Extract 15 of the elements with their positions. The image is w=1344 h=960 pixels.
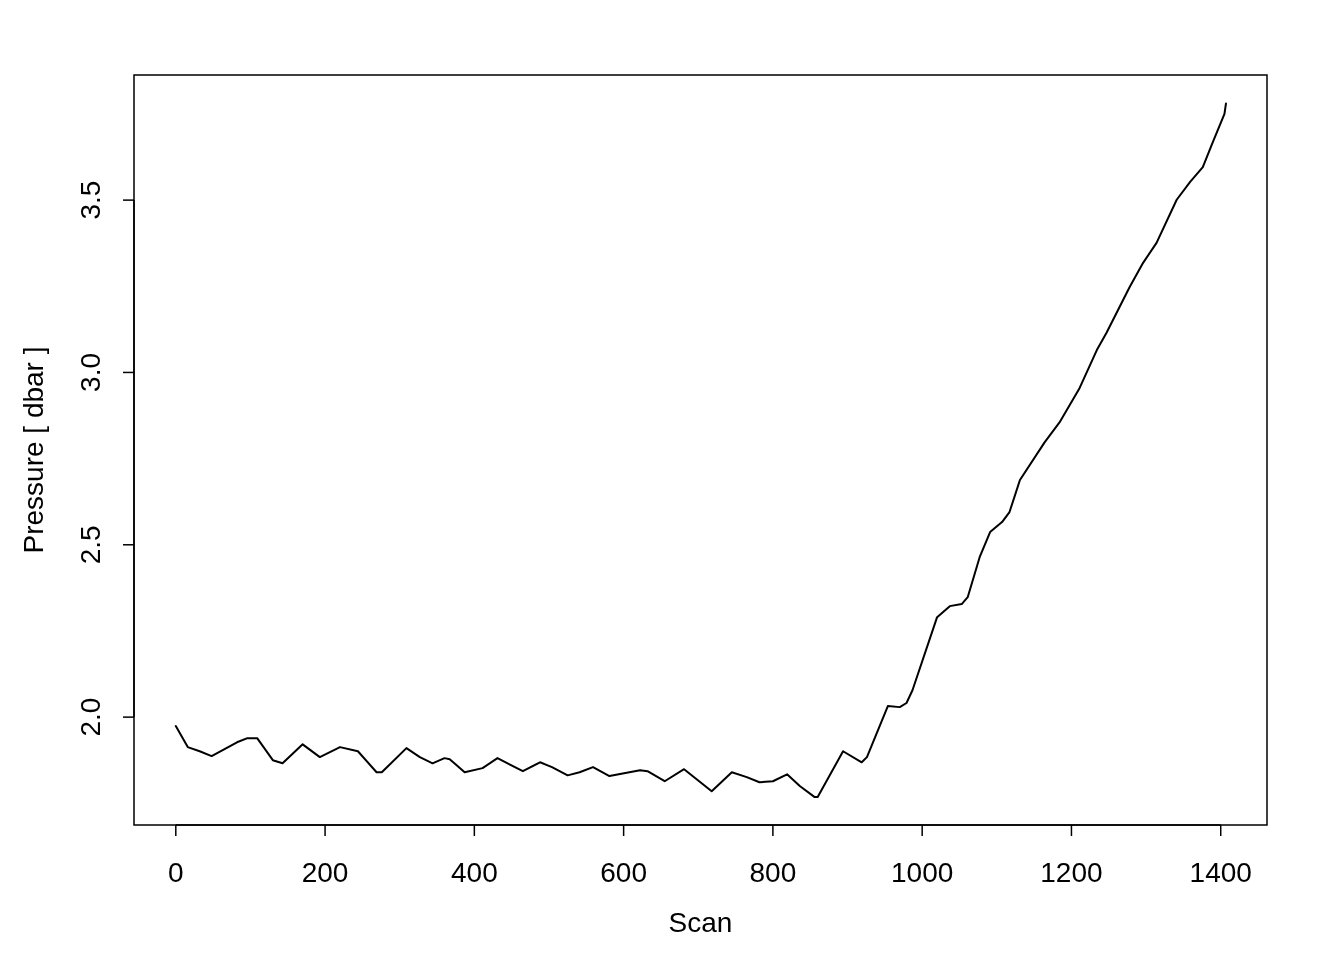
x-tick-label: 600: [600, 857, 647, 888]
line-series: [174, 102, 1227, 799]
x-tick-label: 0: [168, 857, 184, 888]
y-tick-label: 2.0: [75, 697, 106, 737]
y-tick-label: 2.5: [75, 525, 106, 565]
y-axis-title: Pressure [ dbar ]: [18, 346, 49, 554]
y-tick-label: 3.5: [75, 180, 106, 220]
x-axis-title: Scan: [668, 907, 733, 938]
x-tick-label: 200: [301, 857, 349, 888]
y-tick-label: 3.0: [75, 352, 106, 392]
x-tick-label: 1000: [891, 857, 954, 888]
x-tick-label: 400: [450, 857, 498, 888]
x-tick-label: 1400: [1189, 857, 1252, 888]
x-tick-label: 1200: [1040, 857, 1103, 888]
x-tick-label: 800: [749, 857, 797, 888]
